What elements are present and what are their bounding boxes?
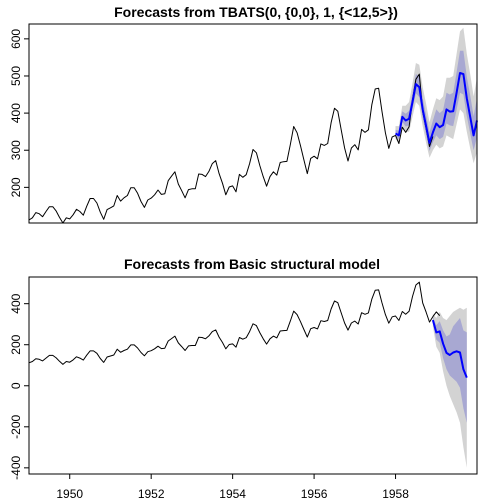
y-tick-label: -200 (9, 414, 23, 438)
interval-band-80 (432, 317, 467, 423)
x-tick-label: 1950 (56, 487, 83, 501)
forecast-line (431, 319, 468, 378)
y-tick-label: 200 (9, 177, 23, 197)
prediction-intervals (395, 27, 477, 164)
observed-line (28, 281, 441, 365)
observed-line (28, 73, 434, 224)
x-tick-label: 1958 (382, 487, 409, 501)
panel-tbats: Forecasts from TBATS(0, {0,0}, 1, {<12,5… (9, 4, 478, 224)
x-axis: 1950 1952 1954 1956 1958 (56, 474, 409, 501)
series-lines (28, 281, 468, 378)
x-tick-label: 1956 (301, 487, 328, 501)
y-tick-label: 400 (9, 103, 23, 123)
y-tick-label: 400 (9, 293, 23, 313)
y-tick-label: 600 (9, 29, 23, 49)
plot-frame (28, 23, 478, 224)
interval-band-80 (395, 50, 477, 152)
y-tick-label: 200 (9, 334, 23, 354)
panel-basic-structural-model: Forecasts from Basic structural model -4… (9, 256, 478, 501)
plot-frame (28, 276, 478, 475)
y-tick-label: 0 (9, 382, 23, 389)
interval-band-95 (395, 27, 477, 164)
y-tick-label: -400 (9, 455, 23, 479)
y-tick-label: 300 (9, 140, 23, 160)
y-axis: 200 300 400 500 600 (9, 29, 29, 197)
chart-title: Forecasts from Basic structural model (124, 256, 380, 272)
prediction-intervals (432, 307, 467, 468)
x-tick-label: 1954 (219, 487, 246, 501)
chart-title: Forecasts from TBATS(0, {0,0}, 1, {<12,5… (114, 4, 398, 20)
x-tick-label: 1952 (138, 487, 165, 501)
y-tick-label: 500 (9, 66, 23, 86)
y-axis: -400 -200 0 200 400 (9, 293, 29, 480)
forecast-line (395, 72, 478, 144)
series-lines (28, 72, 478, 224)
